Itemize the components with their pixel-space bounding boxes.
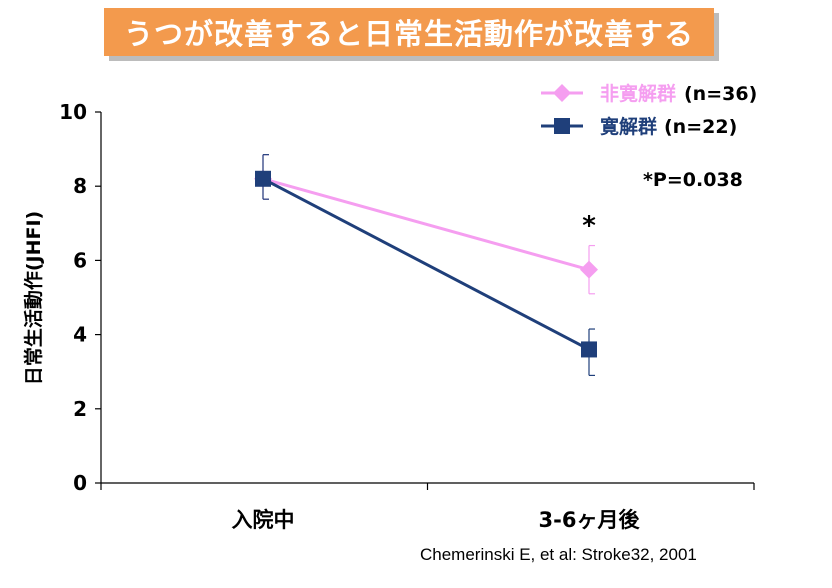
legend-label: 寛解群 — [600, 115, 657, 138]
y-tick-label: 4 — [73, 323, 87, 347]
y-tick-label: 6 — [73, 248, 87, 272]
legend-marker — [553, 84, 571, 102]
series-remission — [255, 154, 597, 377]
data-point — [255, 170, 271, 187]
legend-label: 非寛解群 — [600, 82, 676, 105]
x-category-labels: 入院中 3-6ヶ月後 — [232, 508, 641, 532]
chart-series — [254, 154, 598, 377]
chart-axes — [95, 111, 755, 490]
legend-n-label: (n=22) — [664, 116, 737, 138]
y-tick-labels: 0 2 4 6 8 10 — [59, 100, 87, 495]
citation: Chemerinski E, et al: Stroke32, 2001 — [420, 545, 697, 564]
y-tick-label: 2 — [73, 397, 87, 421]
x-category-label: 3-6ヶ月後 — [539, 508, 641, 532]
slide-title: うつが改善すると日常生活動作が改善する — [104, 8, 714, 56]
series-line — [262, 177, 590, 272]
legend-marker — [554, 118, 570, 134]
legend: 非寛解群 (n=36) 寛解群 (n=22) — [541, 82, 757, 138]
data-point — [580, 260, 598, 279]
series-line — [262, 177, 590, 351]
data-point — [581, 341, 597, 358]
significance-marker: * — [582, 211, 596, 241]
y-axis-label: 日常生活動作(JHFI) — [22, 211, 45, 385]
series-non-remission — [254, 154, 598, 295]
x-category-label: 入院中 — [232, 508, 295, 532]
p-value-annotation: *P=0.038 — [643, 169, 743, 191]
y-tick-label: 10 — [59, 100, 87, 124]
y-tick-label: 8 — [73, 174, 87, 198]
legend-n-label: (n=36) — [684, 83, 757, 105]
y-tick-label: 0 — [73, 471, 87, 495]
